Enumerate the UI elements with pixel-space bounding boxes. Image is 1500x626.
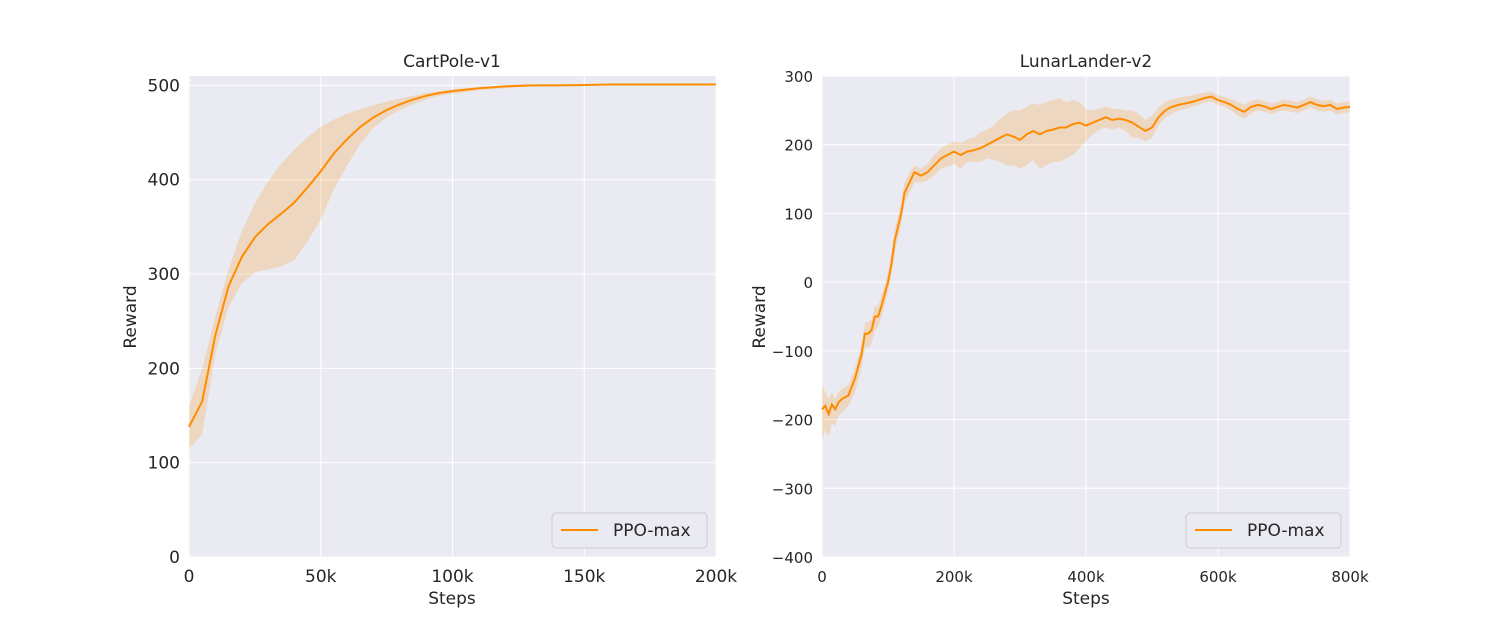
lunarlander-y-label: Reward	[750, 285, 770, 348]
lunarlander-title: LunarLander-v2	[1020, 52, 1153, 72]
cartpole-x-tick-label: 0	[184, 567, 195, 587]
cartpole-panel: 0 50k 100k 150k 200k 0 100 200 300 400 500 CartPo…	[121, 52, 737, 609]
lunarlander-y-tick-label: −200	[772, 412, 813, 430]
cartpole-x-tick-label: 150k	[563, 567, 605, 587]
cartpole-legend-box	[551, 512, 708, 549]
cartpole-y-tick-label: 300	[148, 265, 180, 285]
cartpole-y-label: Reward	[121, 285, 141, 348]
lunarlander-ppo-max-line	[821, 95, 1351, 417]
lunarlander-y-tick-label: 300	[784, 68, 813, 86]
cartpole-x-label: Steps	[428, 589, 476, 609]
cartpole-y-tick-label: 0	[169, 548, 180, 568]
cartpole-title: CartPole-v1	[403, 52, 501, 72]
cartpole-confidence-band	[189, 84, 716, 449]
lunarlander-y-tick-label: 0	[803, 274, 813, 292]
lunarlander-x-ticks: 0 200k 400k 600k 800k	[817, 568, 1369, 586]
cartpole-y-tick-label: 200	[148, 359, 180, 379]
cartpole-y-tick-label: 400	[148, 171, 180, 191]
lunarlander-x-tick-label: 0	[817, 568, 827, 586]
lunarlander-y-tick-label: 200	[784, 137, 813, 155]
lunarlander-legend: PPO-max	[1185, 512, 1342, 549]
cartpole-y-ticks: 0 100 200 300 400 500	[148, 76, 180, 568]
cartpole-ppo-max-line	[188, 83, 716, 428]
lunarlander-x-tick-label: 600k	[1199, 568, 1237, 586]
lunarlander-x-tick-label: 200k	[935, 568, 973, 586]
lunarlander-grid	[821, 75, 1351, 558]
cartpole-grid	[188, 76, 717, 558]
lunarlander-x-label: Steps	[1062, 589, 1110, 609]
lunarlander-y-tick-label: −300	[772, 480, 813, 498]
lunarlander-legend-box	[1185, 512, 1342, 549]
lunarlander-y-tick-label: −100	[772, 343, 813, 361]
cartpole-y-tick-label: 500	[148, 76, 180, 96]
cartpole-legend: PPO-max	[551, 512, 708, 549]
cartpole-x-tick-label: 50k	[305, 567, 337, 587]
lunarlander-x-tick-label: 800k	[1331, 568, 1369, 586]
lunarlander-y-tick-label: −400	[772, 549, 813, 567]
cartpole-y-tick-label: 100	[148, 454, 180, 474]
lunarlander-y-ticks: −400 −300 −200 −100 0 100 200 300	[772, 68, 813, 567]
cartpole-legend-label: PPO-max	[613, 521, 691, 541]
cartpole-x-ticks: 0 50k 100k 150k 200k	[184, 567, 738, 587]
lunarlander-y-tick-label: 100	[784, 205, 813, 223]
cartpole-x-tick-label: 200k	[695, 567, 737, 587]
lunarlander-x-tick-label: 400k	[1067, 568, 1105, 586]
lunarlander-legend-label: PPO-max	[1247, 521, 1325, 541]
cartpole-x-tick-label: 100k	[431, 567, 473, 587]
lunarlander-panel: 0 200k 400k 600k 800k −400 −300 −200 −100 0 100 20…	[750, 52, 1369, 609]
